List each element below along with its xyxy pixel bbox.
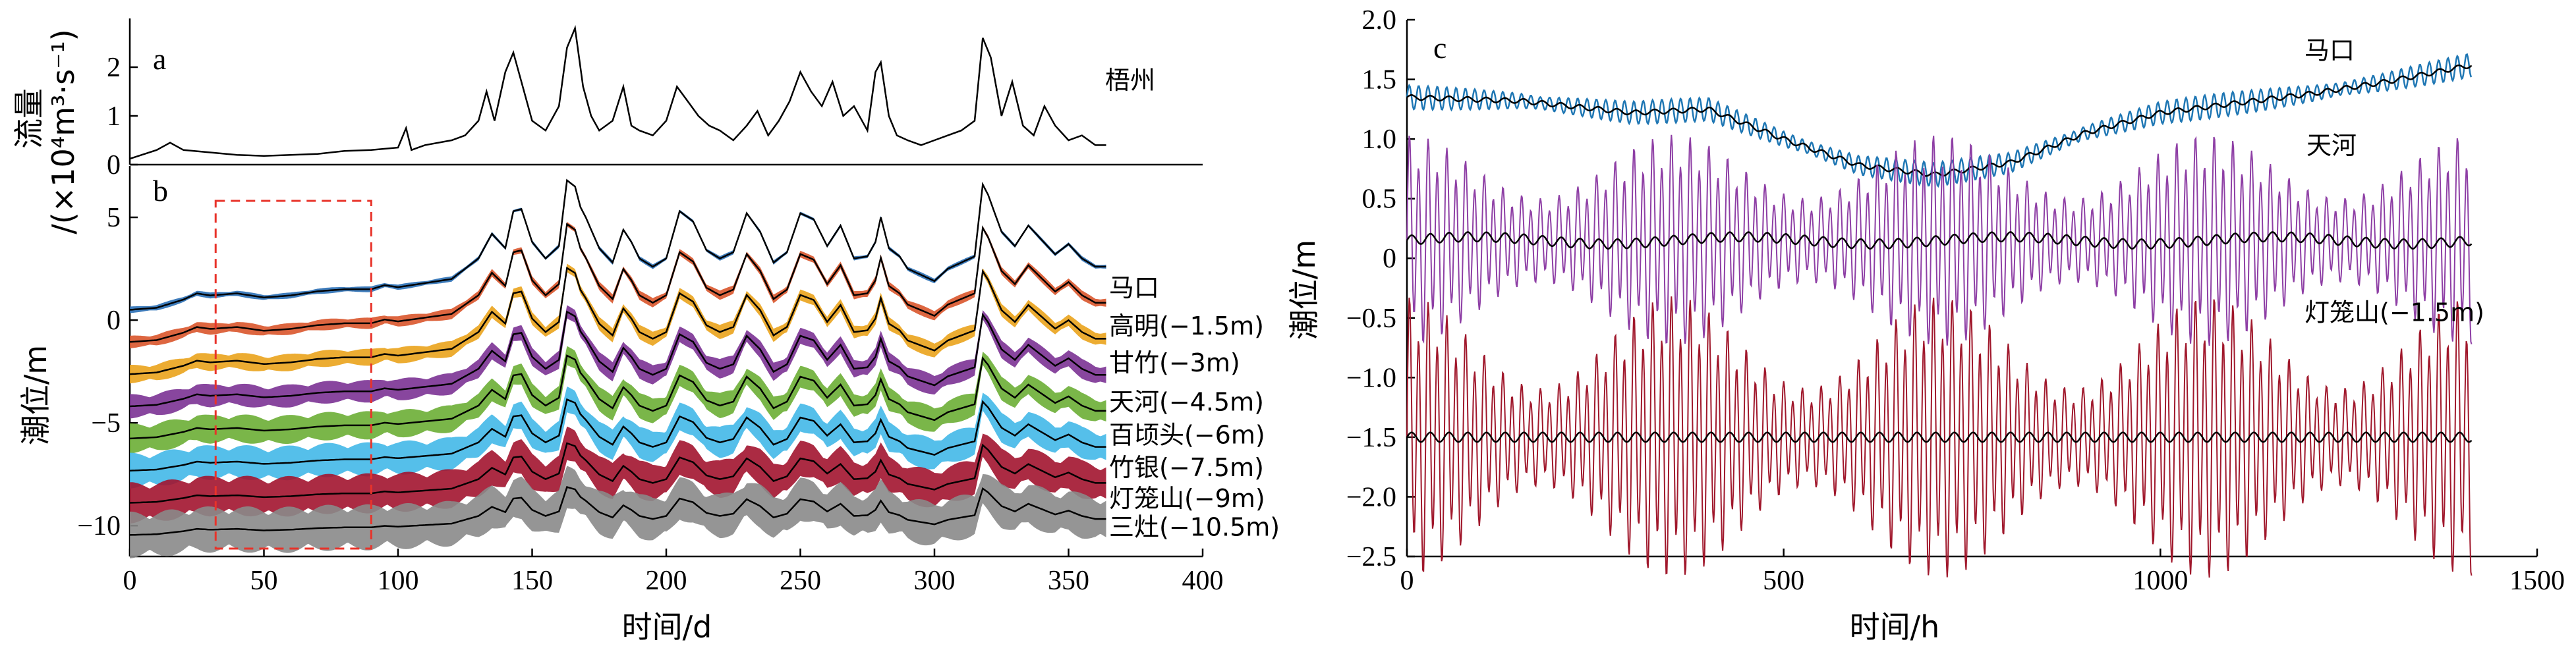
panel-c-xtick-label: 1500 — [2509, 566, 2565, 596]
series-tianhe-mean — [1406, 231, 2473, 250]
panel-b-xtick-label: 300 — [914, 566, 956, 596]
station-a-label: 梧州 — [1105, 66, 1155, 95]
ylabel-b: 潮位/m — [18, 345, 53, 445]
panel-c-ytick-label: −2.0 — [1346, 482, 1396, 512]
series-wuzhou — [129, 25, 1106, 160]
series-makou-raw — [1406, 53, 2473, 188]
panel-b-ytick-label: 5 — [107, 203, 121, 233]
panel-c-series-label: 天河 — [2306, 131, 2357, 160]
ylabel-a-line2: /(×10⁴m³·s⁻¹) — [45, 29, 81, 234]
ylabel-a-line1: 流量 — [11, 88, 47, 149]
series-denglongshan-mean — [1406, 431, 2473, 443]
series-mean-2 — [129, 266, 1106, 375]
panel-a-ytick-label: 0 — [107, 150, 121, 180]
panel-c-ytick-label: −0.5 — [1346, 304, 1396, 334]
panel-b: b 潮位/m 时间/d 0 50 100 150 200 250 300 350 400−10−… — [18, 166, 1280, 645]
panel-b-series-label: 甘竹(−3m) — [1109, 348, 1240, 377]
panel-c-ytick-label: −2.5 — [1346, 542, 1396, 572]
panel-a-ytick-label: 1 — [107, 101, 121, 132]
panel-c-ytick-label: −1.0 — [1346, 363, 1396, 393]
ylabel-c: 潮位/m — [1286, 240, 1322, 340]
series-mean-6 — [129, 442, 1106, 504]
panel-c-ytick-label: 1.0 — [1362, 124, 1397, 155]
series-denglongshan-raw — [1406, 296, 2473, 578]
panel-b-series-label: 灯笼山(−9m) — [1109, 484, 1265, 513]
panel-a: a 梧州 0 1 2 — [107, 18, 1203, 180]
panel-c-series-label: 马口 — [2304, 36, 2355, 65]
panel-b-xtick-label: 50 — [250, 566, 278, 596]
series-mean-4 — [129, 354, 1106, 440]
series-mean-7 — [129, 486, 1106, 536]
panel-c: c 潮位/m 时间/h 0 500 1000 1500 −2.5 −2.0 −1.5 −1.0… — [1286, 5, 2565, 645]
series-band-4 — [130, 346, 1106, 454]
series-mean-1 — [129, 223, 1106, 343]
panel-b-series-label: 马口 — [1109, 273, 1159, 302]
panel-c-ytick-label: 0 — [1383, 244, 1396, 274]
panel-c-ytick-label: −1.5 — [1346, 423, 1396, 453]
panel-b-series-label: 天河(−4.5m) — [1109, 387, 1264, 416]
panel-b-series-label: 百顷头(−6m) — [1109, 420, 1265, 449]
panel-b-xtick-label: 100 — [378, 566, 419, 596]
panel-b-xtick-label: 350 — [1048, 566, 1089, 596]
panel-c-ytick-label: 2.0 — [1362, 5, 1397, 36]
panel-c-series-label: 灯笼山(−1.5m) — [2304, 298, 2484, 327]
panel-c-xtick-label: 0 — [1400, 566, 1414, 596]
series-mean-0 — [129, 178, 1106, 311]
panel-b-xtick-label: 250 — [780, 566, 821, 596]
panel-a-label: a — [153, 42, 166, 76]
panel-b-ytick-label: −10 — [77, 511, 121, 541]
series-mean-5 — [129, 398, 1106, 472]
series-tianhe-raw — [1406, 134, 2473, 346]
panel-b-series-label: 三灶(−10.5m) — [1109, 513, 1280, 542]
panel-b-xtick-label: 400 — [1182, 566, 1224, 596]
panel-b-ytick-label: −5 — [91, 408, 121, 439]
series-makou-mean — [1406, 64, 2473, 177]
xlabel-b: 时间/d — [622, 609, 712, 645]
series-mean-3 — [129, 310, 1106, 408]
panel-b-series-label: 竹银(−7.5m) — [1109, 453, 1264, 482]
highlight-box — [214, 200, 372, 550]
panel-c-label: c — [1433, 31, 1446, 65]
panel-a-ytick-label: 2 — [107, 53, 121, 83]
panel-b-xtick-label: 0 — [123, 566, 137, 596]
panel-b-xtick-label: 200 — [646, 566, 687, 596]
panel-b-series-label: 高明(−1.5m) — [1109, 311, 1264, 340]
panel-c-xtick-label: 500 — [1763, 566, 1804, 596]
panel-b-label: b — [153, 174, 168, 207]
series-band-5 — [130, 387, 1106, 489]
panel-c-ytick-label: 0.5 — [1362, 184, 1397, 215]
panel-b-ytick-label: 0 — [107, 306, 121, 336]
panel-c-ytick-label: 1.5 — [1362, 65, 1397, 95]
panel-c-xtick-label: 1000 — [2132, 566, 2188, 596]
panel-b-xtick-label: 150 — [511, 566, 553, 596]
series-band-6 — [130, 426, 1106, 524]
xlabel-c: 时间/h — [1850, 609, 1940, 645]
